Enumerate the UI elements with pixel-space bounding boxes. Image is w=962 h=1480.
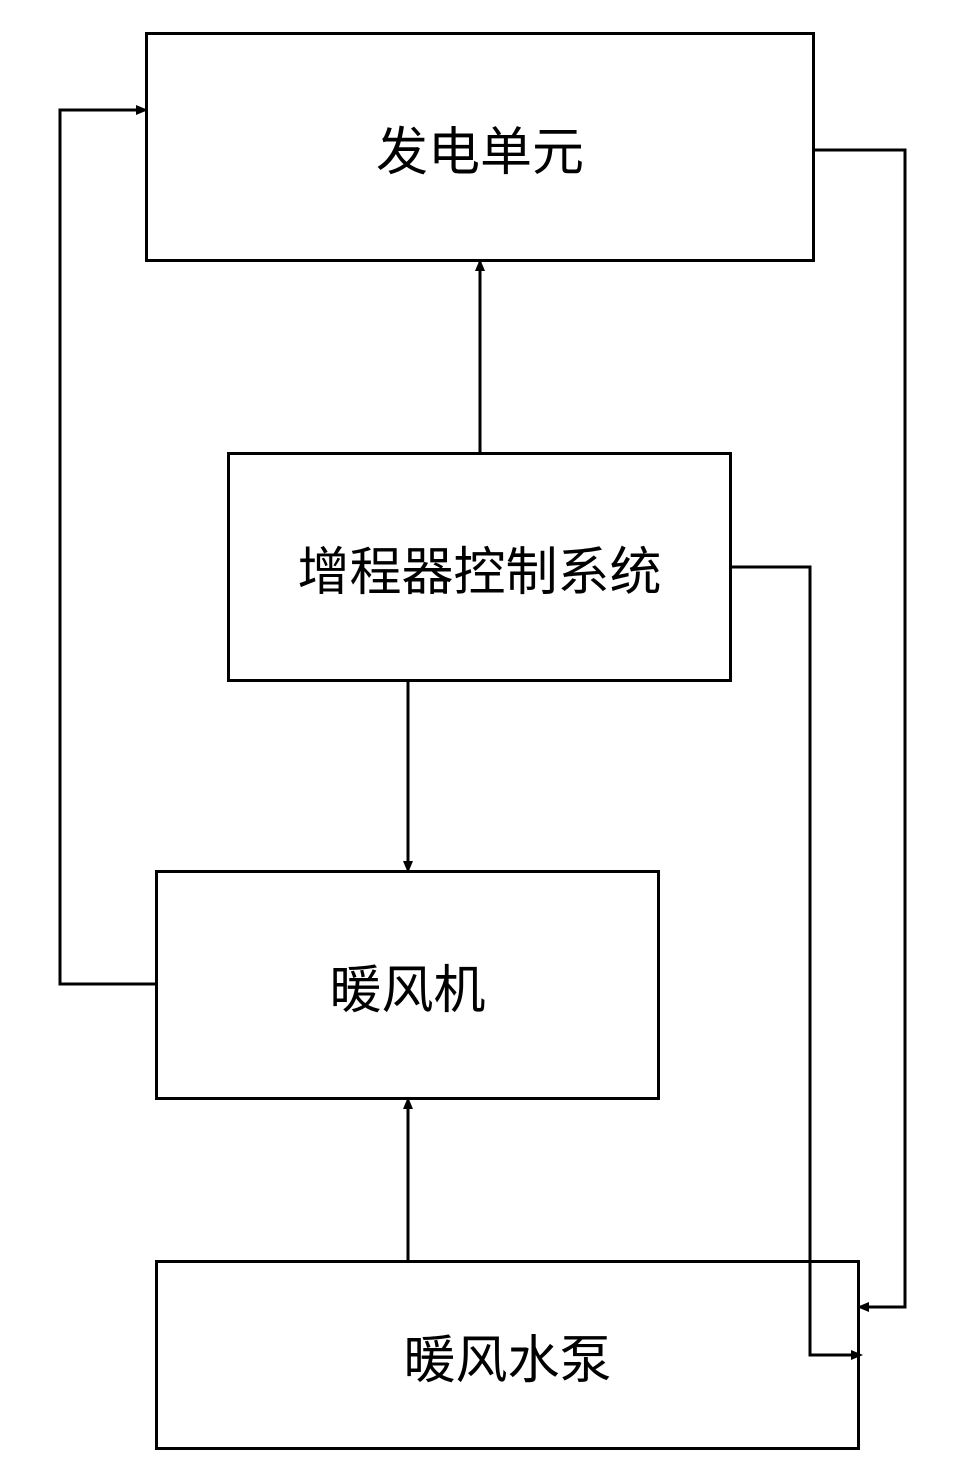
edge-power_unit-to-pump xyxy=(815,150,905,1307)
controller-box: 增程器控制系统 xyxy=(227,452,732,682)
power-unit-box: 发电单元 xyxy=(145,32,815,262)
heater-box: 暖风机 xyxy=(155,870,660,1100)
edge-controller-to-pump xyxy=(732,567,860,1355)
heater-label: 暖风机 xyxy=(329,948,485,1023)
controller-label: 增程器控制系统 xyxy=(297,530,661,605)
pump-label: 暖风水泵 xyxy=(403,1318,611,1393)
pump-box: 暖风水泵 xyxy=(155,1260,860,1450)
edge-heater-to-power_unit xyxy=(60,110,155,984)
power-unit-label: 发电单元 xyxy=(376,110,584,185)
